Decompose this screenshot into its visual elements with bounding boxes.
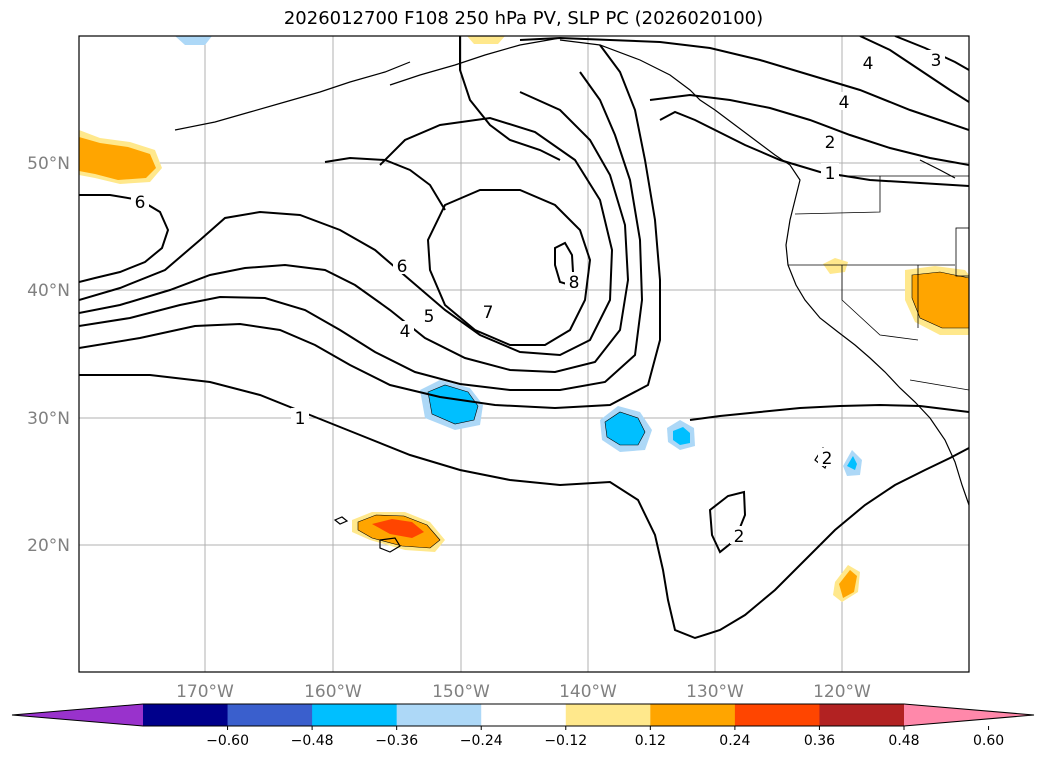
contour-label: 6 — [135, 193, 146, 213]
colorbar-tick-label: −0.36 — [375, 733, 418, 749]
colorbar-tick-label: 0.60 — [973, 733, 1004, 749]
colorbar-tick-label: −0.12 — [544, 733, 587, 749]
lon-label: 130°W — [686, 682, 744, 702]
contour-label: 4 — [839, 93, 850, 113]
slp-contours — [79, 36, 969, 640]
contour-label: 2 — [822, 449, 833, 469]
map-area: 6 6 7 5 4 8 1 2 4 3 2 1 4 2 — [79, 36, 969, 672]
political-borders — [788, 175, 969, 391]
colorbar-tick-label: 0.48 — [888, 733, 919, 749]
colorbar: −0.60 −0.48 −0.36 −0.24 −0.12 0.12 0.24 0.36 0.4… — [11, 703, 1035, 749]
colorbar-tick-label: 0.12 — [635, 733, 666, 749]
colorbar-extend-low — [12, 704, 143, 726]
lon-label: 140°W — [559, 682, 617, 702]
lat-label: 30°N — [27, 409, 70, 429]
contour-label: 2 — [825, 133, 836, 153]
map-frame — [78, 35, 970, 673]
lat-labels: 50°N 40°N 30°N 20°N — [27, 154, 70, 556]
contour-label: 6 — [397, 257, 408, 277]
map-title: 2026012700 F108 250 hPa PV, SLP PC (2026… — [283, 8, 764, 29]
colorbar-segment — [312, 704, 398, 726]
colorbar-tick-label: −0.24 — [460, 733, 503, 749]
colorbar-segment — [650, 704, 736, 726]
gridlines — [79, 36, 969, 672]
contour-label: 8 — [569, 273, 580, 293]
contour-labels: 6 6 7 5 4 8 1 2 4 3 2 1 4 2 — [131, 50, 945, 547]
colorbar-segment — [396, 704, 482, 726]
colorbar-segment — [227, 704, 313, 726]
lat-label: 20°N — [27, 536, 70, 556]
coastlines — [174, 37, 969, 553]
contour-label: 5 — [424, 307, 435, 327]
anomaly-outlines — [357, 271, 969, 549]
colorbar-segment — [819, 704, 905, 726]
contour-label: 1 — [295, 409, 306, 429]
colorbar-segment — [143, 704, 229, 726]
colorbar-tick-label: 0.36 — [804, 733, 835, 749]
lon-label: 120°W — [813, 682, 871, 702]
colorbar-segment — [481, 704, 567, 726]
lat-label: 40°N — [27, 281, 70, 301]
lat-label: 50°N — [27, 154, 70, 174]
lon-label: 160°W — [304, 682, 362, 702]
colorbar-outline — [11, 703, 1035, 727]
contour-label: 1 — [825, 164, 836, 184]
contour-label: 3 — [931, 51, 942, 71]
colorbar-segment — [565, 704, 651, 726]
contour-label: 4 — [863, 54, 874, 74]
contour-label: 2 — [734, 527, 745, 547]
colorbar-extend-high — [904, 704, 1034, 726]
contour-label: 7 — [483, 303, 494, 323]
contour-label: 4 — [400, 322, 411, 342]
colorbar-tick-label: 0.24 — [719, 733, 750, 749]
pv-positive-anomalies — [79, 36, 969, 602]
lon-labels: 170°W 160°W 150°W 140°W 130°W 120°W — [176, 682, 871, 702]
lon-label: 170°W — [176, 682, 234, 702]
lon-label: 150°W — [432, 682, 490, 702]
colorbar-segment — [734, 704, 820, 726]
colorbar-tick-label: −0.48 — [291, 733, 334, 749]
colorbar-tick-label: −0.60 — [206, 733, 249, 749]
